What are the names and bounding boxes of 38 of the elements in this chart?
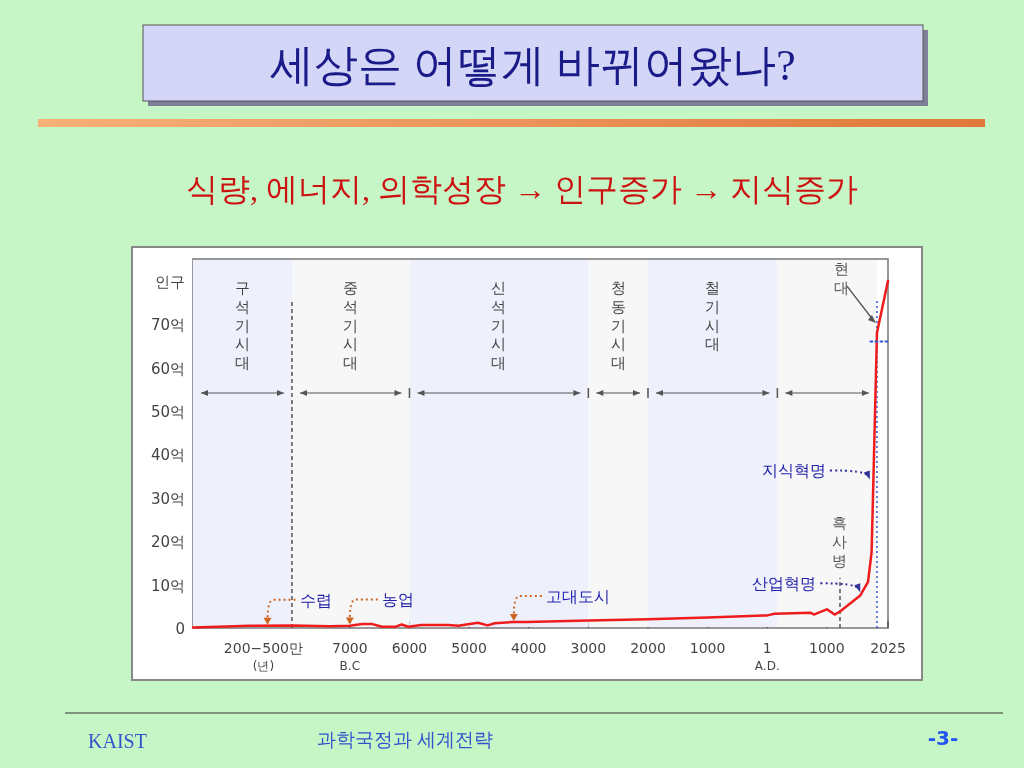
text: 과학국정과 세계전략 [317, 729, 493, 750]
annotation: 산업혁명 [752, 574, 817, 594]
y-tick-label: 20억 [150, 533, 185, 552]
annotation: 현대 [834, 260, 850, 297]
band-label: 청동기시대 [610, 279, 626, 372]
band-label: 구석기시대 [234, 279, 250, 372]
y-tick-label: 30억 [150, 489, 185, 508]
chart-subtitle: 식량, 에너지, 의학성장 → 인구증가 → 지식증가 [186, 171, 858, 207]
x-tick-label: 5000 [451, 640, 487, 656]
band-label: 중석기시대 [343, 279, 359, 372]
y-tick-label: 70억 [150, 316, 185, 335]
x-tick-label: 7000 B.C [332, 640, 368, 673]
annotation: 지식혁명 [761, 461, 826, 481]
y-tick-label: 0 [175, 620, 185, 638]
x-tick-label: 2025 [870, 640, 906, 656]
x-tick-label: 1000 [689, 640, 726, 656]
line-series [191, 279, 890, 629]
x-tick-label: 1000 [809, 640, 845, 656]
band-label: 철기시대 [705, 279, 721, 354]
x-tick-label: 2000 [630, 640, 666, 656]
x-tick-label: 4000 [510, 640, 547, 656]
y-tick-label: 50억 [150, 402, 185, 421]
y-tick-label: 인구 [155, 272, 185, 291]
chart-title: 세상은 어떻게 바뀌어왔나? [270, 41, 796, 90]
x-tick-label: 6000 [391, 640, 428, 656]
band-label: 신석기시대 [491, 279, 507, 372]
x-tick-label: 3000 [570, 640, 607, 656]
text: -3- [927, 726, 959, 750]
ref-line-label: 흑사병 [832, 514, 848, 570]
text: KAIST [88, 730, 147, 752]
y-tick-label: 10억 [150, 576, 185, 595]
annotation: 농업 [381, 590, 414, 610]
annotation: 수렵 [299, 590, 332, 610]
annotation: 고대도시 [545, 586, 610, 606]
x-tick-label: 1 A.D. [754, 640, 780, 673]
y-tick-label: 60억 [150, 359, 185, 378]
y-tick-label: 40억 [150, 446, 185, 465]
text: 200−500만 (년) [223, 640, 304, 673]
